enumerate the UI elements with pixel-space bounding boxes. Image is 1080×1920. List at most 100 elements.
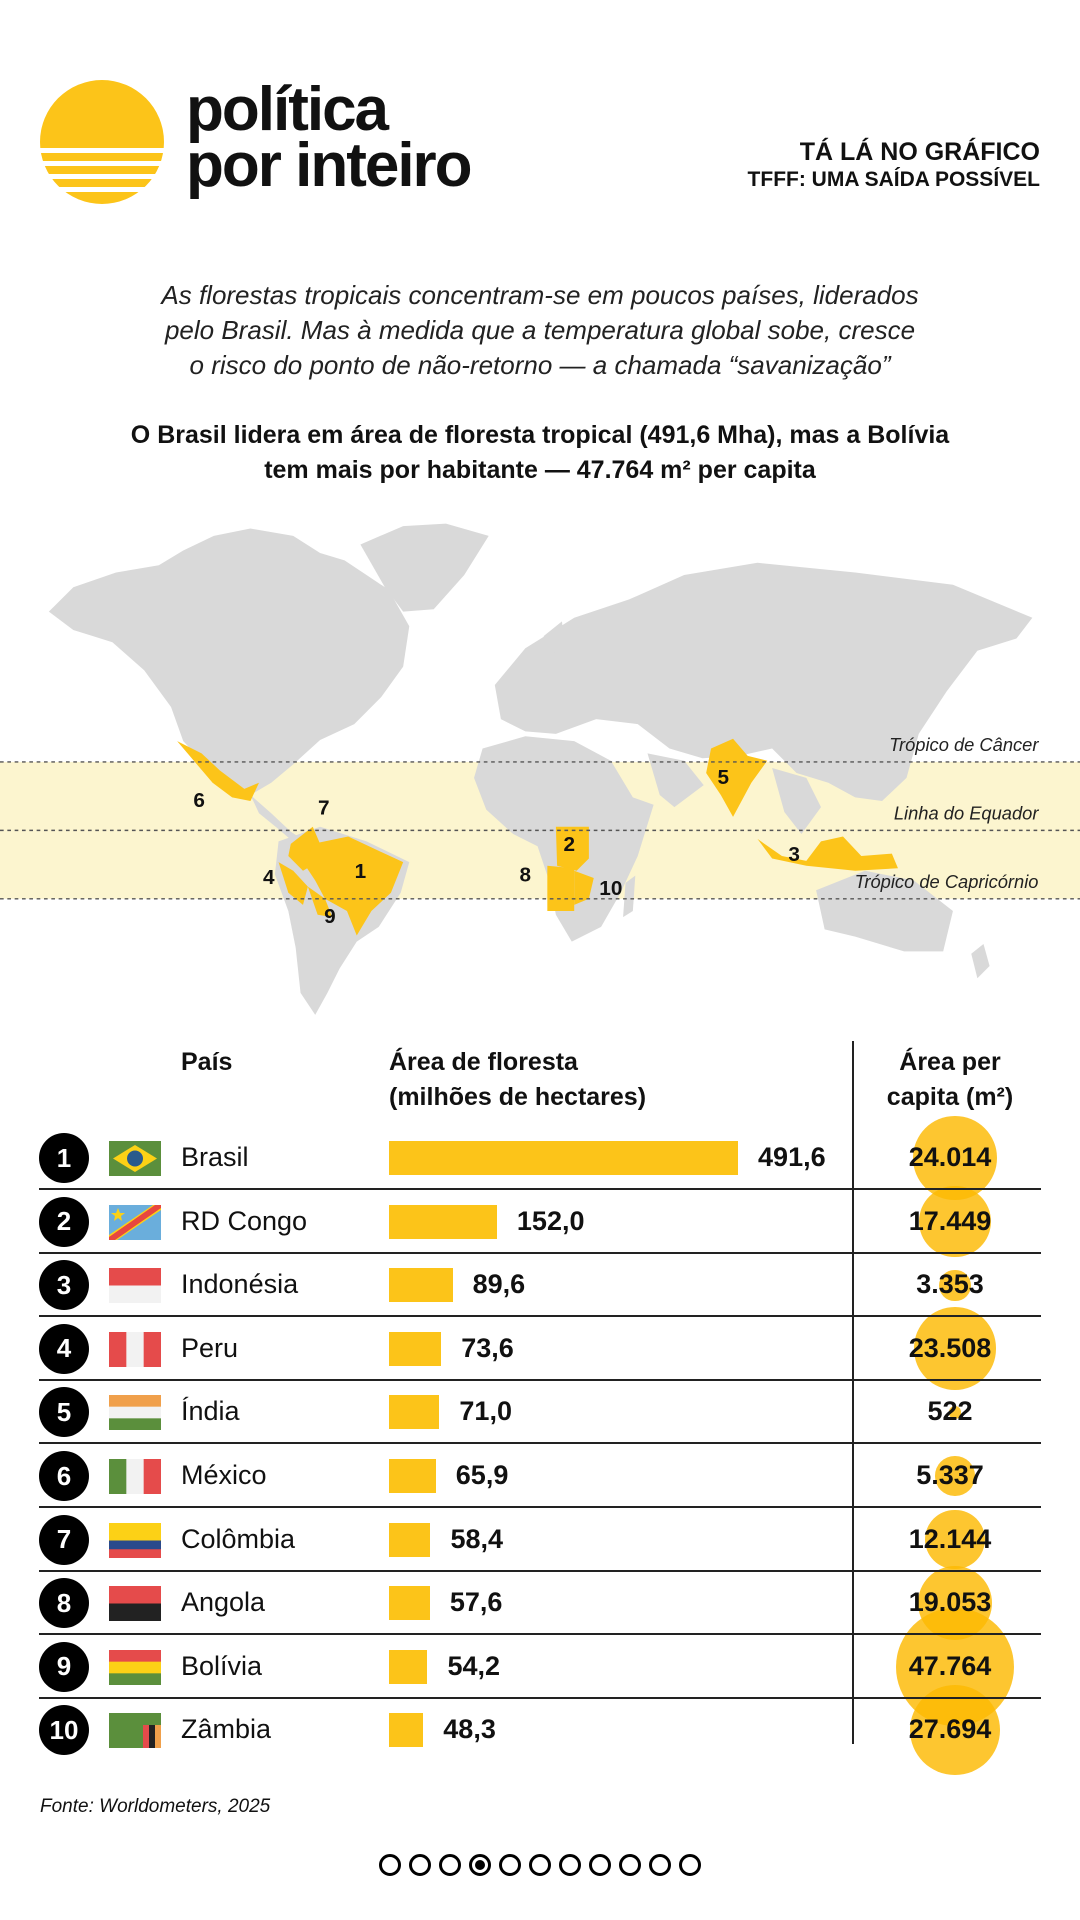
series-title: TÁ LÁ NO GRÁFICO [799,138,1040,166]
series-subtitle: TFFF: UMA SAÍDA POSSÍVEL [747,168,1040,191]
column-header-country: País [181,1048,233,1076]
area-value: 57,6 [449,1587,503,1618]
area-value: 65,9 [455,1460,509,1490]
map-angola [547,865,575,912]
rank-badge: 1 [39,1133,89,1183]
page-dot[interactable] [439,1854,461,1876]
headline-line: tem mais por habitante — 47.764 m² per c… [264,456,816,484]
area-bar [389,1204,497,1239]
pc-header-line: capita (m²) [886,1083,1014,1111]
per-capita-bubble [913,1307,997,1391]
brand-line-1: política [186,75,389,144]
page-dot[interactable] [379,1854,401,1876]
flag-icon [109,1713,161,1749]
per-capita-bubble [939,1269,971,1301]
table-row: 1 Brasil 491,6 24.014 [0,1116,1080,1200]
area-bar [389,1459,436,1493]
column-divider [852,1041,854,1744]
brand-name: política por inteiro [186,75,473,197]
per-capita-value: 23.508 [908,1332,992,1363]
area-value: 491,6 [758,1142,826,1172]
flag-icon [109,1268,161,1304]
brand-logo-sun-icon [40,80,164,204]
flag-icon [109,1395,161,1431]
per-capita-bubble [919,1185,991,1258]
map-india [706,738,768,817]
per-capita-bubble [948,1406,962,1419]
page-dot[interactable] [589,1854,611,1876]
area-bar [389,1713,424,1748]
flag-icon [109,1522,161,1559]
world-map: Trópico de Câncer Linha do Equador Trópi… [0,523,1080,1015]
map-marker: 5 [717,766,729,789]
rank-badge: 9 [39,1641,89,1692]
country-name: RD Congo [181,1205,308,1236]
per-capita-value: 12.144 [908,1523,992,1554]
per-capita-value: 27.694 [908,1714,992,1745]
rank-badge: 2 [39,1196,89,1247]
table-row: 3 Indonésia 89,6 3.353 [0,1253,1080,1317]
map-zambia [574,870,594,905]
area-bar [389,1141,739,1175]
map-marker: 3 [788,843,800,866]
area-header-line: Área de floresta [389,1048,578,1076]
column-header-per-capita: Área per capita (m²) [855,1045,1045,1115]
country-name: Indonésia [181,1269,299,1300]
table-row: 8 Angola 57,6 19.053 [0,1565,1080,1641]
page-dot[interactable] [409,1854,431,1876]
page-dot[interactable] [619,1854,641,1876]
per-capita-value: 5.337 [916,1460,984,1490]
area-bar [389,1331,442,1366]
row-divider [39,1696,1041,1699]
per-capita-bubble [925,1509,985,1570]
per-capita-value: 522 [927,1396,973,1427]
series-label: TÁ LÁ NO GRÁFICO TFFF: UMA SAÍDA POSSÍVEL [748,138,1040,194]
map-drc [555,826,589,871]
row-divider [39,1633,1041,1636]
table-row: 9 Bolívia 54,2 47.764 [0,1607,1080,1726]
row-divider [39,1315,1041,1318]
page-dot[interactable] [499,1854,521,1876]
area-bar [389,1522,431,1557]
table-row: 10 Zâmbia 48,3 27.694 [0,1685,1080,1776]
map-peru [278,862,308,905]
map-bolivia [307,886,333,918]
row-divider [39,1442,1041,1445]
page-dot[interactable] [649,1854,671,1876]
area-value: 58,4 [450,1523,504,1554]
per-capita-value: 47.764 [908,1650,992,1681]
page-dot[interactable] [529,1854,551,1876]
rank-badge: 3 [39,1260,89,1311]
area-value: 48,3 [443,1714,496,1745]
intro-line: o risco do ponto de não-retorno — a cham… [189,350,891,380]
highlighted-countries [177,738,898,936]
area-value: 89,6 [472,1269,526,1300]
pagination-dots[interactable] [0,1854,1080,1876]
map-marker: 9 [324,905,336,928]
row-divider [39,1188,1041,1190]
per-capita-value: 17.449 [908,1205,992,1236]
page-dot[interactable] [559,1854,581,1876]
area-value: 54,2 [447,1650,501,1681]
per-capita-value: 24.014 [908,1142,992,1172]
page-dot[interactable] [469,1854,491,1876]
chart-headline: O Brasil lidera em área de floresta trop… [40,418,1040,488]
per-capita-bubble [935,1456,975,1496]
flag-icon [109,1649,161,1686]
map-marker: 8 [520,864,532,887]
page-dot[interactable] [679,1854,701,1876]
intro-line: pelo Brasil. Mas à medida que a temperat… [164,315,916,345]
pc-header-line: Área per [899,1048,1001,1076]
country-name: Angola [181,1587,266,1618]
flag-icon [109,1331,162,1367]
per-capita-bubble [913,1116,997,1200]
country-name: Brasil [181,1142,249,1172]
area-bar [389,1649,428,1684]
rank-badge: 5 [39,1387,89,1438]
country-name: México [181,1460,267,1490]
country-name: Peru [181,1332,239,1363]
column-header-area: Área de floresta (milhões de hectares) [389,1045,646,1115]
country-name: Colômbia [181,1523,296,1554]
map-mexico [177,741,260,802]
per-capita-bubble [910,1685,1000,1776]
